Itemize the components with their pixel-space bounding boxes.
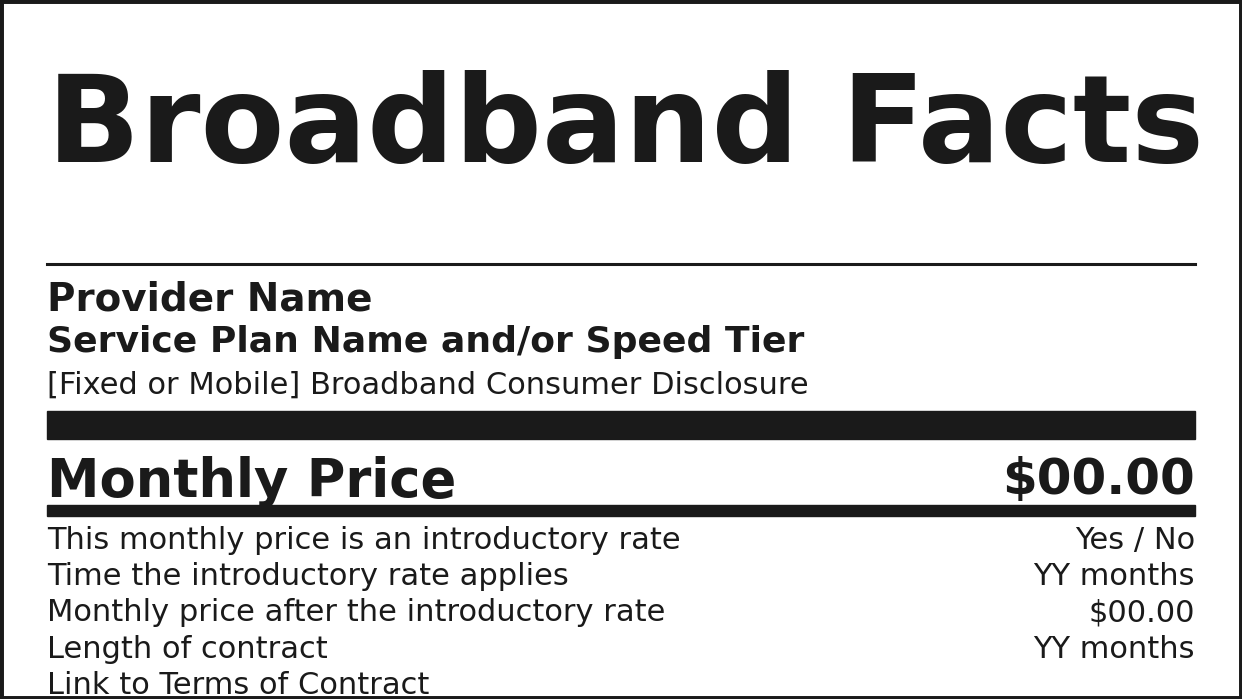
Text: YY months: YY months (1033, 562, 1195, 591)
Text: Provider Name: Provider Name (47, 281, 373, 319)
Text: Time the introductory rate applies: Time the introductory rate applies (47, 562, 569, 591)
Text: $00.00: $00.00 (1088, 598, 1195, 627)
Text: [Fixed or Mobile] Broadband Consumer Disclosure: [Fixed or Mobile] Broadband Consumer Dis… (47, 370, 809, 399)
Bar (47, 505, 1195, 516)
Text: YY months: YY months (1033, 635, 1195, 663)
Text: Service Plan Name and/or Speed Tier: Service Plan Name and/or Speed Tier (47, 325, 805, 359)
Text: Broadband Facts: Broadband Facts (47, 70, 1205, 187)
Text: Monthly price after the introductory rate: Monthly price after the introductory rat… (47, 598, 666, 627)
Text: Monthly Price: Monthly Price (47, 456, 457, 507)
Text: Yes / No: Yes / No (1074, 526, 1195, 554)
Text: $00.00: $00.00 (1002, 456, 1195, 504)
Text: Length of contract: Length of contract (47, 635, 328, 663)
Text: This monthly price is an introductory rate: This monthly price is an introductory ra… (47, 526, 681, 554)
Text: Link to Terms of Contract: Link to Terms of Contract (47, 671, 430, 699)
Bar (47, 411, 1195, 439)
